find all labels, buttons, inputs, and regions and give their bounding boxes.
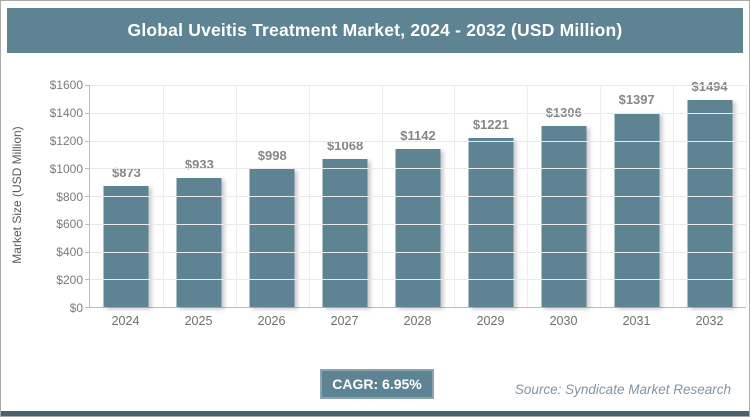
- y-tick-mark: [85, 196, 89, 197]
- v-gridline: [746, 85, 747, 307]
- y-tick-label: $600: [56, 217, 83, 232]
- bar-value-label: $873: [111, 164, 141, 180]
- bar-value-label: $1494: [691, 78, 728, 94]
- bar-column: $873: [90, 85, 163, 307]
- bar-2032: [687, 99, 733, 307]
- v-gridline: [381, 85, 383, 307]
- v-gridline: [454, 85, 456, 307]
- bar-2026: [249, 168, 295, 307]
- bar-value-label: $1068: [327, 137, 364, 153]
- x-tick-label: 2027: [330, 314, 359, 328]
- y-tick-label: $0: [69, 301, 83, 315]
- x-tick-label: 2025: [184, 314, 213, 328]
- bar-column: $1142: [382, 85, 455, 307]
- bar-value-label: $998: [257, 147, 287, 163]
- bar-value-label: $1306: [545, 104, 582, 120]
- source-credit: Source: Syndicate Market Research: [514, 382, 731, 397]
- bar-column: $998: [236, 85, 309, 307]
- bar-2025: [176, 177, 222, 307]
- h-gridline: [90, 223, 746, 225]
- h-gridline: [90, 85, 746, 86]
- bar-series: $873 $933 $998 $1068 $1142 $1221 $1306 $1397 $14…: [90, 79, 746, 307]
- bar-value-label: $1397: [618, 92, 655, 108]
- x-tick-label: 2031: [622, 314, 651, 328]
- v-gridline: [162, 85, 164, 307]
- v-gridline: [600, 85, 602, 307]
- bar-column: $1494: [673, 79, 746, 307]
- y-tick-label: $1200: [49, 133, 83, 148]
- y-tick-mark: [85, 85, 89, 86]
- y-tick-label: $1600: [49, 78, 83, 92]
- bar-column: $1068: [309, 85, 382, 307]
- h-gridline: [90, 140, 746, 142]
- bar-2029: [468, 137, 514, 307]
- x-tick-label: 2032: [695, 314, 724, 328]
- x-tick-label: 2029: [476, 314, 505, 328]
- y-tick-label: $1000: [49, 161, 83, 176]
- y-tick-mark: [85, 168, 89, 170]
- y-tick-mark: [85, 140, 89, 142]
- h-gridline: [90, 168, 746, 170]
- h-gridline: [90, 196, 746, 197]
- cagr-label: CAGR: 6.95%: [332, 376, 422, 392]
- h-gridline: [90, 251, 746, 253]
- y-tick-label: $400: [56, 245, 83, 260]
- y-tick-label: $800: [56, 189, 83, 204]
- h-gridline: [90, 279, 746, 281]
- plot-area: $873 $933 $998 $1068 $1142 $1221 $1306 $1397 $14…: [85, 79, 747, 308]
- x-tick-label: 2028: [403, 314, 432, 328]
- y-tick-mark: [85, 251, 89, 253]
- bar-value-label: $933: [184, 156, 214, 172]
- y-tick-mark: [85, 223, 89, 225]
- x-axis-tick-labels: 2024 2025 2026 2027 2028 2029 2030 2031 2032: [89, 314, 746, 328]
- y-tick-label: $200: [56, 273, 83, 288]
- bar-column: $1306: [527, 85, 600, 307]
- y-tick-mark: [85, 307, 89, 308]
- chart-title-bar: Global Uveitis Treatment Market, 2024 - …: [7, 8, 743, 53]
- bar-2027: [322, 158, 368, 307]
- bar-column: $933: [163, 85, 236, 307]
- y-tick-label: $1400: [49, 105, 83, 120]
- v-gridline: [308, 85, 310, 307]
- bar-2030: [541, 125, 587, 307]
- v-gridline: [527, 85, 529, 307]
- bar-value-label: $1142: [400, 127, 436, 143]
- cagr-badge: CAGR: 6.95%: [320, 369, 434, 399]
- y-tick-mark: [85, 112, 89, 114]
- x-tick-label: 2026: [257, 314, 286, 328]
- x-tick-label: 2030: [549, 314, 578, 328]
- bar-value-label: $1221: [472, 116, 509, 132]
- bar-2028: [395, 148, 441, 307]
- v-gridline: [673, 85, 675, 307]
- y-axis-tick-labels: $0 $200 $400 $600 $800 $1000 $1200 $1400 $1600: [1, 78, 83, 315]
- bar-column: $1397: [600, 85, 673, 307]
- y-tick-mark: [85, 279, 89, 281]
- x-tick-label: 2024: [111, 314, 140, 328]
- bottom-accent-bar: [1, 411, 749, 416]
- h-gridline: [90, 112, 746, 114]
- chart-title: Global Uveitis Treatment Market, 2024 - …: [127, 20, 623, 40]
- bar-2024: [103, 185, 149, 307]
- bar-column: $1221: [454, 85, 527, 307]
- v-gridline: [235, 85, 237, 307]
- bar-2031: [614, 113, 660, 307]
